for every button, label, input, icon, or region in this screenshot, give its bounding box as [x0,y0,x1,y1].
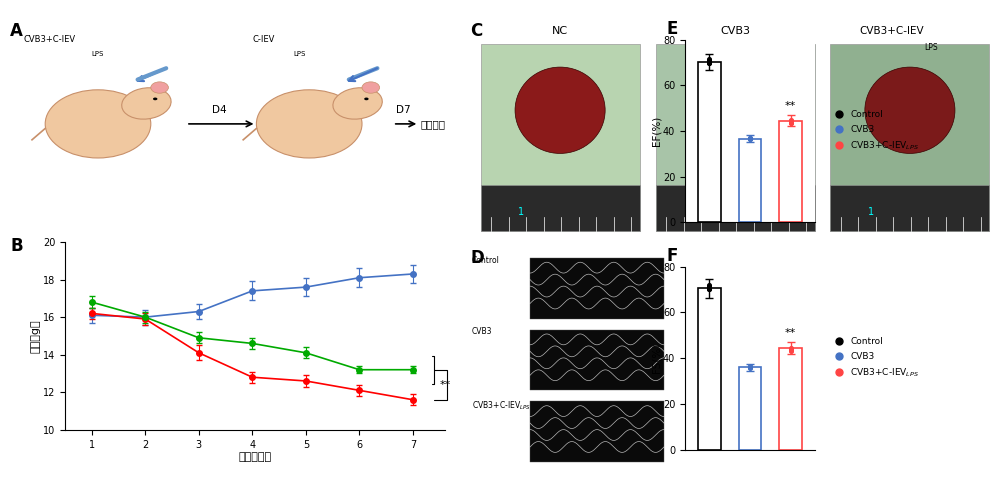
Bar [779,348,802,450]
Text: D7: D7 [396,105,411,115]
Y-axis label: EF(%): EF(%) [652,116,662,146]
Text: CVB3+C-IEV$_{LPS}$: CVB3+C-IEV$_{LPS}$ [472,399,531,412]
Bar [779,121,802,222]
Text: C-IEV: C-IEV [252,35,274,44]
Text: LPS: LPS [925,43,938,52]
Bar [530,258,664,319]
Text: D4: D4 [212,105,226,115]
Point [701,59,717,67]
Text: 1: 1 [518,207,524,217]
Ellipse shape [865,67,955,154]
Bar [830,44,989,231]
X-axis label: 时间（天）: 时间（天） [238,453,272,462]
Point [701,57,717,65]
Ellipse shape [151,82,168,93]
Text: CVB3+C-IEV: CVB3+C-IEV [859,26,924,36]
Text: LPS: LPS [294,51,306,57]
Point [701,283,717,291]
Text: Control: Control [472,256,500,265]
Bar [530,401,664,462]
Point [783,346,799,354]
Point [783,116,799,124]
Bar [739,139,761,222]
Ellipse shape [122,88,171,119]
Point [701,285,717,293]
Text: A: A [10,22,23,40]
Point [701,281,717,289]
Point [783,345,799,353]
Legend: Control, CVB3, CVB3+C-IEV$_{LPS}$: Control, CVB3, CVB3+C-IEV$_{LPS}$ [830,337,919,379]
Point [701,285,717,293]
Ellipse shape [515,67,605,154]
Text: CVB3+C-IEV: CVB3+C-IEV [23,35,75,44]
Ellipse shape [690,67,780,154]
Point [742,363,758,371]
Point [742,364,758,371]
Text: **: ** [785,329,796,338]
Point [742,135,758,143]
Point [742,135,758,143]
Point [742,133,758,141]
Text: 牺牲取样: 牺牲取样 [421,119,446,129]
Bar [481,185,640,231]
Point [783,118,799,125]
Legend: Control, CVB3, CVB3+C-IEV$_{LPS}$: Control, CVB3, CVB3+C-IEV$_{LPS}$ [830,110,919,152]
Bar [739,368,761,450]
Ellipse shape [364,97,369,100]
Ellipse shape [362,82,380,93]
Text: **: ** [440,380,451,390]
Point [783,347,799,355]
Bar [530,329,664,390]
Text: **: ** [785,101,796,111]
Point [742,134,758,142]
Bar [698,62,721,222]
Y-axis label: 体重（g）: 体重（g） [30,319,40,353]
Y-axis label: FS(%): FS(%) [652,343,662,373]
Point [783,118,799,125]
Text: B: B [10,237,23,255]
Point [783,119,799,127]
Text: C: C [470,22,482,40]
Point [742,362,758,370]
Ellipse shape [153,97,157,100]
Bar [698,288,721,450]
Bar [481,44,640,231]
Point [783,345,799,353]
Ellipse shape [256,90,362,158]
Point [701,59,717,67]
Ellipse shape [333,88,382,119]
Ellipse shape [45,90,151,158]
Point [701,284,717,291]
Point [742,363,758,370]
Text: LPS: LPS [91,51,104,57]
Point [783,120,799,127]
Point [701,55,717,63]
Bar [656,185,814,231]
Bar [830,185,989,231]
Text: NC: NC [552,26,568,36]
Text: D: D [470,249,484,267]
Text: 1: 1 [868,207,874,217]
Text: CVB3: CVB3 [472,328,492,336]
Legend: Control, CVB3 infection, CVB3+C-IEV$_{LPS}$: Control, CVB3 infection, CVB3+C-IEV$_{LP… [135,491,375,494]
Point [742,134,758,142]
Text: F: F [667,247,678,265]
Text: E: E [667,20,678,38]
Bar [656,44,814,231]
Text: CVB3: CVB3 [720,26,750,36]
Point [701,57,717,65]
Point [783,343,799,351]
Point [742,364,758,371]
Text: 1: 1 [693,207,699,217]
